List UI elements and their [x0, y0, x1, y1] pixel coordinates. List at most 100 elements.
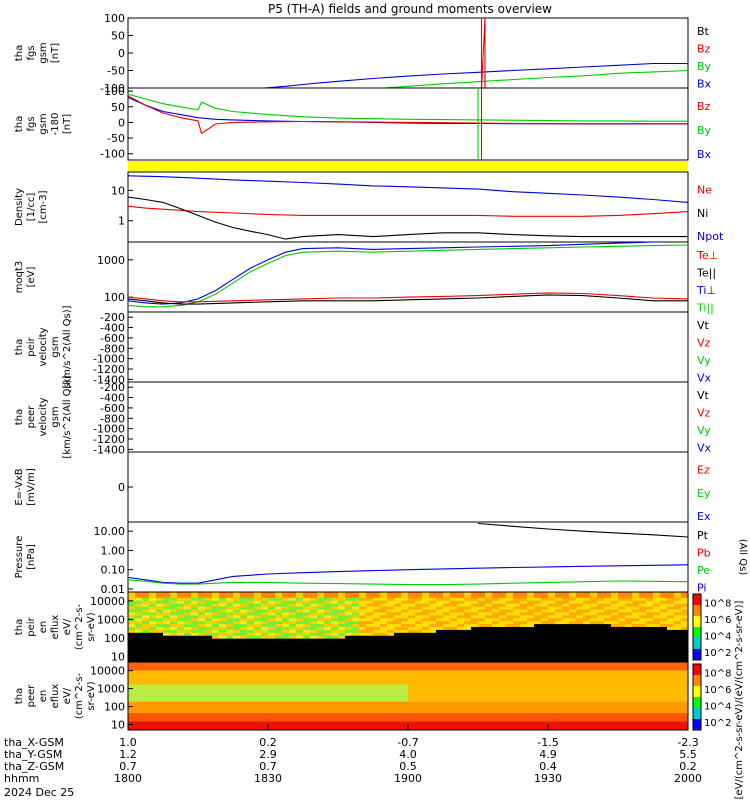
heatmap-cell	[149, 638, 157, 643]
heatmap-cell	[667, 710, 675, 714]
heatmap-cell	[415, 721, 423, 725]
heatmap-cell	[135, 721, 143, 725]
heatmap-cell	[240, 679, 248, 683]
heatmap-cell	[191, 704, 199, 708]
heatmap-cell	[233, 724, 241, 728]
heatmap-cell	[618, 615, 626, 619]
heatmap-cell	[226, 603, 234, 608]
heatmap-cell	[674, 698, 682, 703]
heatmap-cell	[310, 603, 318, 608]
heatmap-cell	[674, 684, 682, 689]
heatmap-cell	[366, 690, 374, 694]
heatmap-cell	[317, 656, 325, 660]
heatmap-cell	[184, 676, 192, 680]
y-tick-label: -200	[100, 311, 125, 324]
colorbar: 10^810^610^410^210^810^610^410^2 [eV/(cm^…	[692, 593, 745, 799]
series-Bz	[480, 18, 486, 88]
heatmap-cell	[590, 684, 598, 689]
heatmap-cell	[639, 690, 647, 694]
heatmap-cell	[156, 592, 164, 596]
heatmap-cell	[534, 701, 542, 706]
heatmap-cell	[149, 713, 157, 717]
heatmap-cell	[338, 635, 346, 640]
heatmap-cell	[576, 592, 584, 596]
heatmap-cell	[520, 684, 528, 689]
colorbar-cell	[693, 682, 701, 685]
heatmap-cell	[191, 618, 199, 622]
heatmap-cell	[611, 681, 619, 686]
heatmap-cell	[205, 656, 213, 660]
heatmap-cell	[436, 638, 444, 643]
heatmap-cell	[247, 724, 255, 728]
heatmap-cell	[135, 701, 143, 706]
heatmap-cell	[359, 721, 367, 725]
heatmap-cell	[674, 667, 682, 672]
heatmap-cell	[184, 647, 192, 651]
heatmap-cell	[604, 594, 612, 599]
heatmap-cell	[324, 690, 332, 694]
heatmap-cell	[275, 679, 283, 683]
heatmap-cell	[639, 679, 647, 683]
heatmap-cell	[471, 629, 479, 634]
heatmap-cell	[569, 629, 577, 634]
heatmap-cell	[443, 659, 451, 662]
heatmap-cell	[639, 609, 647, 614]
heatmap-cell	[506, 662, 514, 666]
heatmap-cell	[331, 687, 339, 691]
heatmap-cell	[660, 594, 668, 599]
heatmap-cell	[135, 696, 143, 700]
heatmap-cell	[296, 687, 304, 691]
heatmap-cell	[275, 609, 283, 614]
heatmap-cell	[338, 653, 346, 657]
heatmap-cell	[359, 687, 367, 691]
heatmap-cell	[541, 627, 549, 631]
heatmap-cell	[359, 632, 367, 637]
heatmap-cell	[149, 615, 157, 619]
heatmap-cell	[478, 664, 486, 669]
heatmap-cell	[604, 612, 612, 616]
heatmap-cell	[205, 647, 213, 651]
heatmap-cell	[569, 681, 577, 686]
heatmap-cell	[611, 644, 619, 649]
heatmap-cell	[149, 676, 157, 680]
heatmap-cell	[128, 693, 136, 697]
heatmap-cell	[331, 597, 339, 602]
heatmap-cell	[128, 721, 136, 725]
heatmap-cell	[219, 629, 227, 634]
x-tick-label: 0.2	[679, 760, 697, 773]
heatmap-cell	[345, 673, 353, 677]
heatmap-cell	[681, 673, 688, 677]
heatmap-cell	[233, 603, 241, 608]
heatmap-cell	[604, 647, 612, 651]
heatmap-cell	[408, 721, 416, 725]
heatmap-cell	[415, 659, 423, 662]
heatmap-cell	[604, 618, 612, 622]
heatmap-cell	[618, 621, 626, 625]
heatmap-cell	[268, 679, 276, 683]
heatmap-cell	[184, 653, 192, 657]
heatmap-cell	[674, 606, 682, 611]
heatmap-cell	[513, 676, 521, 680]
heatmap-cell	[415, 681, 423, 686]
heatmap-cell	[233, 609, 241, 614]
heatmap-cell	[177, 676, 185, 680]
heatmap-cell	[464, 681, 472, 686]
colorbar-cell	[693, 613, 701, 616]
heatmap-cell	[681, 624, 688, 628]
heatmap-cell	[464, 621, 472, 625]
heatmap-cell	[310, 635, 318, 640]
heatmap-cell	[639, 707, 647, 711]
heatmap-cell	[268, 650, 276, 654]
heatmap-cell	[436, 690, 444, 694]
heatmap-cell	[275, 684, 283, 689]
heatmap-cell	[618, 609, 626, 614]
heatmap-cell	[590, 693, 598, 697]
heatmap-cell	[268, 612, 276, 616]
heatmap-cell	[408, 713, 416, 717]
heatmap-cell	[296, 715, 304, 720]
heatmap-cell	[247, 621, 255, 625]
heatmap-cell	[660, 721, 668, 725]
y-tick-label: 0	[118, 481, 125, 494]
heatmap-cell	[149, 653, 157, 657]
heatmap-cell	[205, 667, 213, 672]
